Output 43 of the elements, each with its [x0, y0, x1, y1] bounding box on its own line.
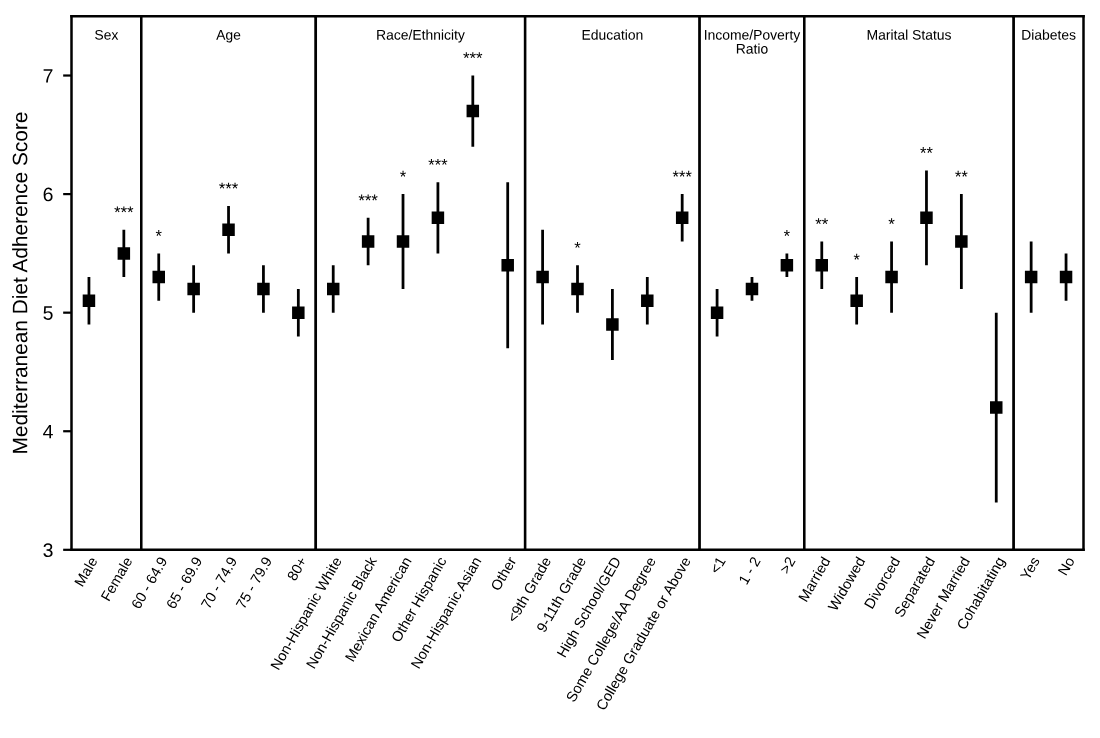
point: [466, 104, 480, 118]
point: [187, 282, 200, 296]
point: [292, 306, 305, 319]
annotation: ***: [114, 206, 134, 213]
annotation: **: [955, 170, 968, 177]
point: [152, 270, 165, 284]
point: [361, 235, 375, 248]
point: [501, 258, 514, 272]
point: [326, 282, 340, 296]
annotation: **: [920, 147, 933, 153]
annotation: *: [888, 218, 895, 225]
y-tick-label: 5: [43, 306, 53, 320]
point: [222, 223, 235, 236]
point: [431, 211, 445, 225]
point: [396, 235, 410, 248]
annotation: ***: [358, 194, 378, 201]
annotation: *: [853, 253, 860, 260]
annotation: **: [815, 218, 828, 225]
annotation: ***: [463, 52, 483, 59]
annotation: *: [400, 170, 406, 177]
point: [571, 282, 584, 296]
y-tick-label: 7: [43, 69, 53, 83]
point: [641, 294, 654, 308]
point: [606, 318, 619, 331]
y-tick-label: 3: [43, 543, 53, 558]
point: [675, 211, 689, 225]
annotation: *: [155, 230, 162, 236]
point: [536, 270, 549, 284]
y-axis-title: Mediterranean Diet Adherence Score: [12, 112, 28, 453]
y-tick-label: 4: [43, 424, 53, 439]
annotation: ***: [428, 158, 448, 165]
annotation: ***: [219, 182, 238, 189]
y-tick-label: 6: [43, 187, 53, 202]
point: [920, 211, 933, 225]
point: [257, 282, 270, 296]
point: [885, 270, 898, 284]
point: [990, 401, 1003, 414]
annotation: ***: [672, 170, 692, 177]
point: [955, 235, 968, 248]
annotation: *: [574, 241, 581, 248]
annotation: *: [783, 230, 790, 236]
point: [815, 258, 829, 272]
point: [850, 294, 863, 308]
